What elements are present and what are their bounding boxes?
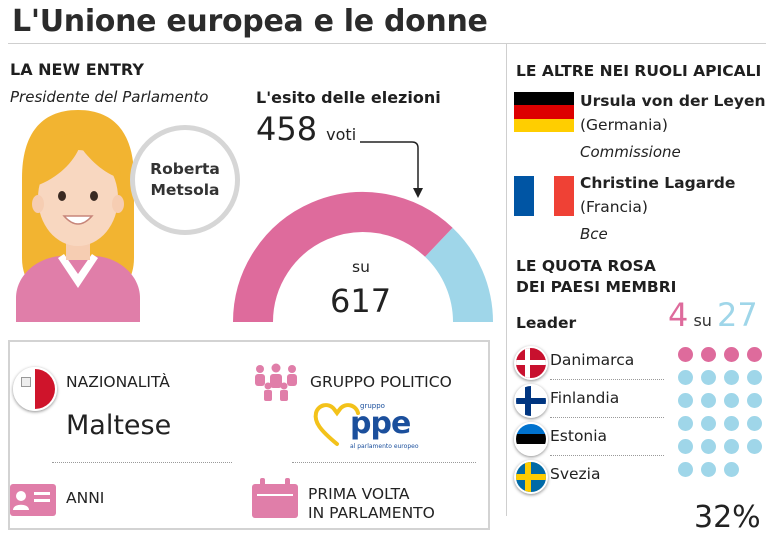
list-item: Danimarca (512, 342, 666, 380)
leader-dot-other (724, 416, 739, 431)
leader-dot-other (701, 393, 716, 408)
column-divider (506, 44, 507, 516)
estonia-flag-icon (514, 422, 548, 456)
page-title: L'Unione europea e le donne (12, 4, 488, 39)
country-name: Finlandia (550, 389, 620, 407)
ppe-logo-small: gruppo (360, 402, 385, 410)
person-2-country: (Francia) (580, 198, 648, 216)
country-name: Estonia (550, 427, 608, 445)
ppe-logo-sub: al parlamento europeo (350, 443, 419, 450)
pointer-arrow-icon (360, 141, 423, 198)
people-group-icon (255, 363, 297, 401)
quota-total: 27 (717, 296, 758, 334)
ppe-logo: gruppo ppe al parlamento europeo (312, 400, 422, 454)
leader-dot-woman (678, 347, 693, 362)
votes-readout: 458 voti (256, 110, 356, 148)
name-first: Roberta (150, 160, 220, 178)
list-divider (550, 417, 664, 418)
leader-dot-other (678, 370, 693, 385)
leader-label: Leader (516, 314, 577, 332)
list-item: Finlandia (512, 380, 666, 418)
person-2-institution: Bce (580, 225, 608, 243)
ppe-logo-text: ppe (350, 406, 411, 441)
leader-dot-other (747, 370, 762, 385)
election-heading: L'esito delle elezioni (256, 88, 441, 107)
leader-dot-other (747, 393, 762, 408)
quota-count-readout: 4 su 27 (668, 296, 758, 334)
leader-dot-other (724, 462, 739, 477)
first-time-line1: PRIMA VOLTA (308, 485, 410, 503)
nationality-value: Maltese (66, 410, 172, 441)
votes-unit: voti (326, 125, 357, 144)
leader-dot-woman (724, 347, 739, 362)
quota-su: su (693, 311, 712, 330)
germany-flag-icon (514, 92, 574, 132)
calendar-icon (252, 478, 298, 518)
first-time-line2: IN PARLAMENTO (308, 504, 435, 522)
leader-dot-other (701, 370, 716, 385)
title-divider (8, 43, 766, 44)
others-heading: LE ALTRE NEI RUOLI APICALI (516, 62, 762, 80)
denmark-flag-icon (514, 346, 548, 380)
leader-dot-other (724, 370, 739, 385)
leader-dot-other (747, 439, 762, 454)
leader-dot-other (747, 416, 762, 431)
quota-heading-line2: DEI PAESI MEMBRI (516, 278, 677, 296)
group-divider (292, 462, 476, 463)
nationality-divider (52, 462, 232, 463)
gauge-su-label: su (352, 258, 370, 276)
partial-stat-value: 32% (694, 500, 761, 535)
new-entry-role: Presidente del Parlamento (10, 88, 209, 106)
france-flag-icon (514, 176, 574, 216)
leader-dot-woman (701, 347, 716, 362)
leader-dot-woman (747, 347, 762, 362)
leader-dot-other (678, 439, 693, 454)
quota-count: 4 (668, 296, 689, 334)
leader-dot-other (678, 416, 693, 431)
nationality-label: NAZIONALITÀ (66, 373, 170, 391)
ppe-heart-icon (313, 403, 360, 446)
quota-dot-grid (678, 347, 774, 491)
gauge-votes-arc (233, 192, 453, 323)
leader-dot-other (678, 393, 693, 408)
list-divider (550, 455, 664, 456)
malta-flag-icon (13, 367, 57, 411)
quota-heading-line1: LE QUOTA ROSA (516, 257, 656, 275)
person-1-institution: Commissione (580, 143, 681, 161)
leader-dot-other (678, 462, 693, 477)
person-2-name: Christine Lagarde (580, 174, 736, 192)
name-badge: Roberta Metsola (130, 125, 240, 235)
group-label: GRUPPO POLITICO (310, 373, 452, 391)
votes-value: 458 (256, 110, 318, 148)
election-gauge (233, 192, 493, 323)
leader-dot-other (724, 439, 739, 454)
country-name: Svezia (550, 465, 601, 483)
leader-country-list: Danimarca Finlandia Estonia Svezia (512, 342, 666, 494)
country-name: Danimarca (550, 351, 635, 369)
person-1-country: (Germania) (580, 116, 668, 134)
id-card-icon (10, 484, 56, 516)
sweden-flag-icon (514, 460, 548, 494)
finland-flag-icon (514, 384, 548, 418)
leader-dot-other (701, 462, 716, 477)
person-1-name: Ursula von der Leyen (580, 92, 766, 110)
name-last: Metsola (150, 181, 220, 199)
age-label: ANNI (66, 489, 105, 507)
leader-dot-other (701, 439, 716, 454)
list-divider (550, 379, 664, 380)
new-entry-heading: LA NEW ENTRY (10, 60, 144, 79)
gauge-rest-arc (424, 227, 493, 323)
list-item: Estonia (512, 418, 666, 456)
woman-illustration-icon (16, 110, 140, 322)
leader-dot-other (701, 416, 716, 431)
leader-dot-other (724, 393, 739, 408)
gauge-total-value: 617 (330, 282, 392, 320)
list-item: Svezia (512, 456, 666, 494)
